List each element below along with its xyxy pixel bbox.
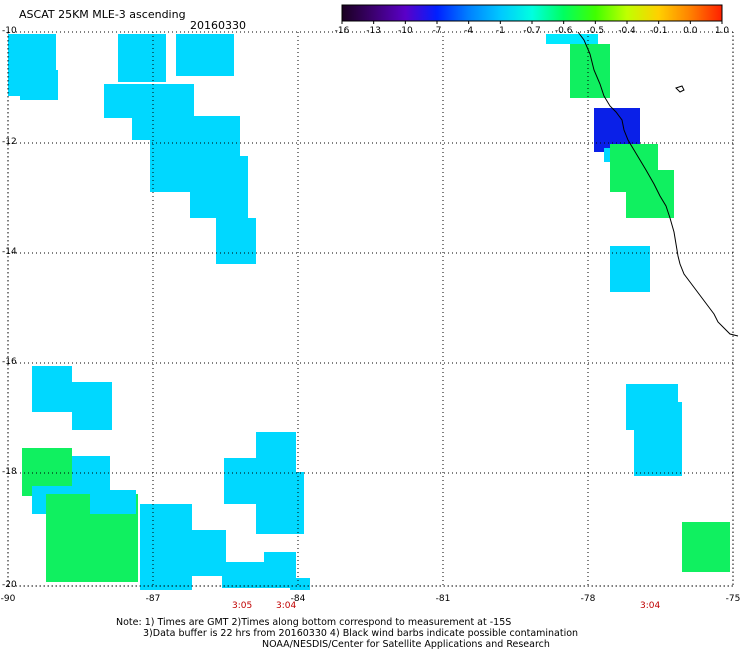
colorbar-tick-label: -0.4: [618, 26, 636, 36]
wind-cell: [104, 84, 132, 118]
wind-cell: [610, 246, 650, 292]
colorbar-tick-label: -13: [366, 26, 382, 36]
wind-cell: [186, 530, 226, 576]
colorbar: [341, 4, 723, 24]
time-label: 3:04: [276, 601, 297, 611]
footnote-line: 3)Data buffer is 22 hrs from 20160330 4)…: [143, 628, 579, 639]
wind-cell: [634, 402, 682, 476]
colorbar-tick-label: -1: [495, 26, 505, 36]
wind-cell: [118, 34, 166, 82]
wind-cell: [256, 472, 304, 534]
longitude-label: -90: [0, 594, 16, 604]
map-date: 20160330: [190, 19, 246, 32]
wind-cell: [176, 34, 234, 76]
colorbar-tick-label: -0.6: [554, 26, 573, 36]
longitude-label: -81: [435, 594, 451, 604]
footnote-line: Note: 1) Times are GMT 2)Times along bot…: [116, 617, 512, 628]
colorbar-tick-label: -0.5: [586, 26, 605, 36]
latitude-label: -18: [2, 467, 17, 477]
wind-cell: [140, 504, 192, 590]
latitude-label: -14: [2, 247, 17, 257]
map-title: ASCAT 25KM MLE-3 ascending: [19, 8, 186, 21]
wind-cell: [216, 218, 256, 264]
wind-cell: [290, 578, 310, 590]
wind-cell: [72, 382, 112, 430]
latitude-label: -16: [2, 357, 17, 367]
colorbar-tick-label: -10: [397, 26, 413, 36]
wind-cell: [32, 366, 72, 412]
latitude-label: -20: [2, 580, 17, 590]
island: [675, 85, 685, 93]
time-label: 3:04: [640, 601, 661, 611]
wind-cell: [570, 44, 610, 98]
colorbar-tick-label: -7: [432, 26, 442, 36]
colorbar-tick-label: 0.0: [683, 26, 698, 36]
colorbar-bar: [341, 4, 723, 22]
colorbar-tick-label: -16: [334, 26, 350, 36]
colorbar-tick-label: -0.7: [523, 26, 541, 36]
colorbar-tick-label: -4: [464, 26, 474, 36]
longitude-label: -84: [290, 594, 306, 604]
longitude-label: -75: [725, 594, 740, 604]
latitude-label: -12: [2, 137, 17, 147]
wind-cell: [190, 156, 248, 218]
coastline: [577, 31, 739, 337]
wind-cell: [20, 70, 58, 100]
colorbar-tick-label: -0.1: [649, 26, 668, 36]
wind-cell: [682, 522, 730, 572]
wind-cell: [546, 34, 598, 44]
latitude-label: -10: [2, 26, 17, 36]
footnote-line: NOAA/NESDIS/Center for Satellite Applica…: [262, 639, 550, 650]
colorbar-tick-label: 1.0: [714, 26, 730, 36]
longitude-label: -78: [580, 594, 596, 604]
graticule: [7, 31, 734, 587]
wind-cell: [222, 562, 270, 588]
wind-cell: [90, 490, 136, 514]
time-label: 3:05: [232, 601, 253, 611]
data-cells: [8, 34, 730, 590]
longitude-label: -87: [145, 594, 161, 604]
wind-cell: [256, 432, 296, 478]
